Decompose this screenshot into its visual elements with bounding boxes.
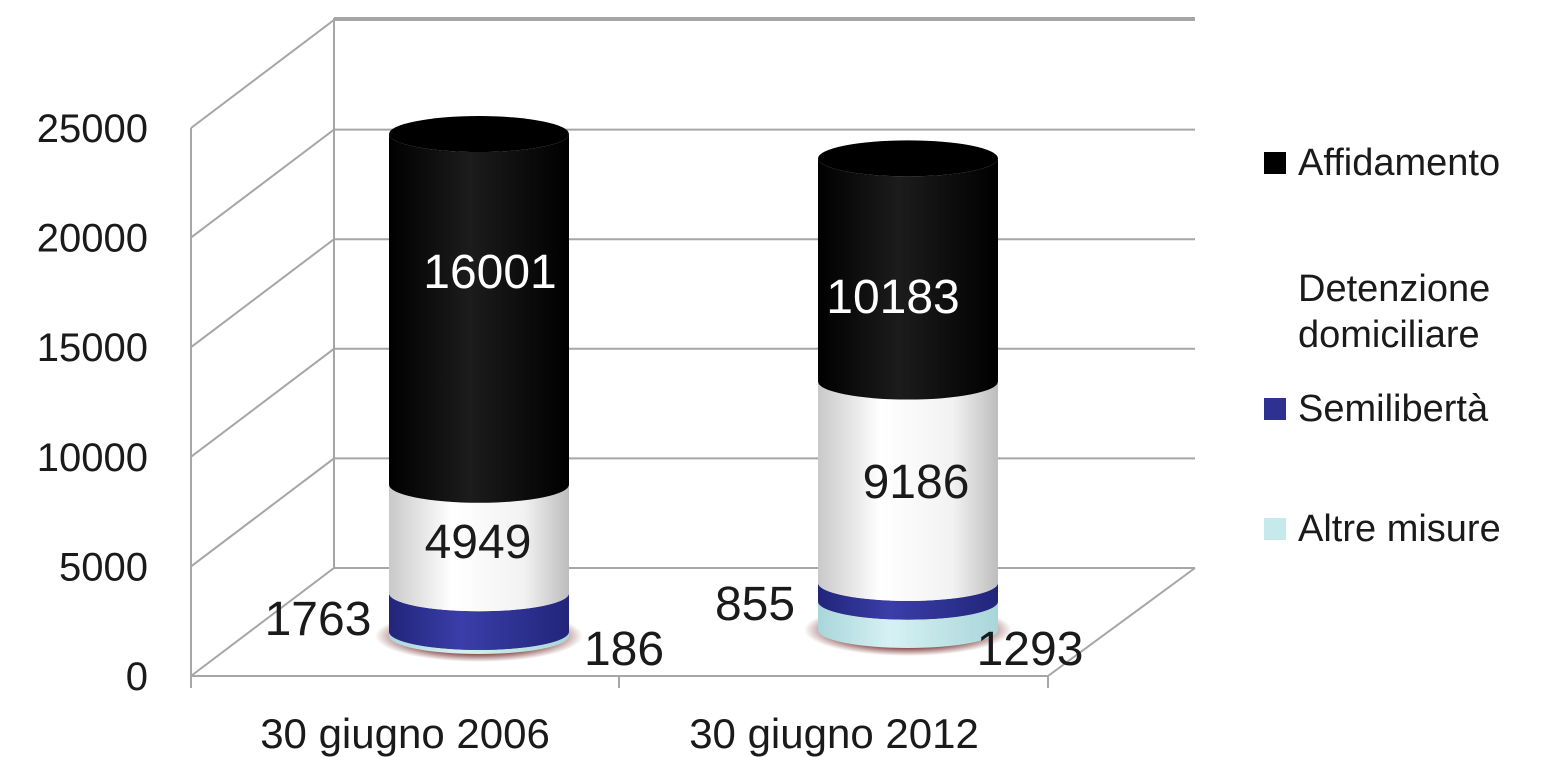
- legend-item: Semilibertà: [1264, 386, 1558, 432]
- legend-swatch: [1264, 518, 1286, 540]
- y-tick-label: 10000: [37, 436, 148, 480]
- x-category-label: 30 giugno 2012: [689, 710, 979, 757]
- data-label: 1763: [265, 593, 372, 646]
- chart-bars: [375, 116, 1012, 662]
- y-tick-label: 5000: [59, 545, 148, 589]
- data-label: 4949: [425, 516, 532, 569]
- bar-segment-affidamento: [389, 134, 569, 503]
- data-label: 10183: [826, 271, 959, 324]
- data-label: 16001: [423, 246, 556, 299]
- chart-labels: 30 giugno 2006 30 giugno 2012 186 1293 1763 8…: [260, 246, 1083, 757]
- legend-item: Detenzione domiciliare: [1264, 266, 1558, 358]
- chart-axes: 0 5000 10000 15000 20000 25000: [37, 17, 1196, 699]
- gridline: [190, 347, 1195, 458]
- bar-segment-detenzione-domiciliare: [389, 484, 569, 612]
- y-tick-label: 0: [126, 655, 148, 699]
- data-label: 855: [715, 578, 795, 631]
- legend-swatch: [1264, 278, 1286, 300]
- data-label: 1293: [977, 623, 1084, 676]
- gridline: [190, 128, 1195, 239]
- bar-segment-altre-misure: [389, 631, 569, 654]
- bar-segment-semilibert-: [389, 593, 569, 650]
- bar-top: [818, 140, 998, 177]
- gridline: [190, 238, 1195, 348]
- gridline: [190, 457, 1195, 568]
- bar-segment-altre-misure: [818, 601, 998, 648]
- legend-item: Affidamento: [1264, 140, 1558, 186]
- legend-item: Altre misure: [1264, 506, 1558, 552]
- bar-segment-affidamento: [818, 158, 998, 400]
- data-label: 186: [584, 623, 664, 676]
- legend-label: Semilibertà: [1298, 388, 1489, 430]
- bar-top: [389, 116, 569, 153]
- legend-swatch: [1264, 398, 1286, 420]
- bar-segment-detenzione-domiciliare: [818, 381, 998, 601]
- y-tick-label: 20000: [37, 217, 148, 261]
- y-tick-label: 25000: [37, 107, 148, 151]
- x-category-label: 30 giugno 2006: [260, 710, 550, 757]
- bar-segment-semilibert-: [818, 582, 998, 620]
- y-tick-label: 15000: [37, 326, 148, 370]
- legend-label: Detenzione domiciliare: [1298, 268, 1491, 356]
- legend-label: Affidamento: [1298, 142, 1501, 184]
- gridline: [190, 19, 1195, 129]
- legend-swatch: [1264, 152, 1286, 174]
- data-label: 9186: [863, 456, 970, 509]
- legend-label: Altre misure: [1298, 508, 1501, 550]
